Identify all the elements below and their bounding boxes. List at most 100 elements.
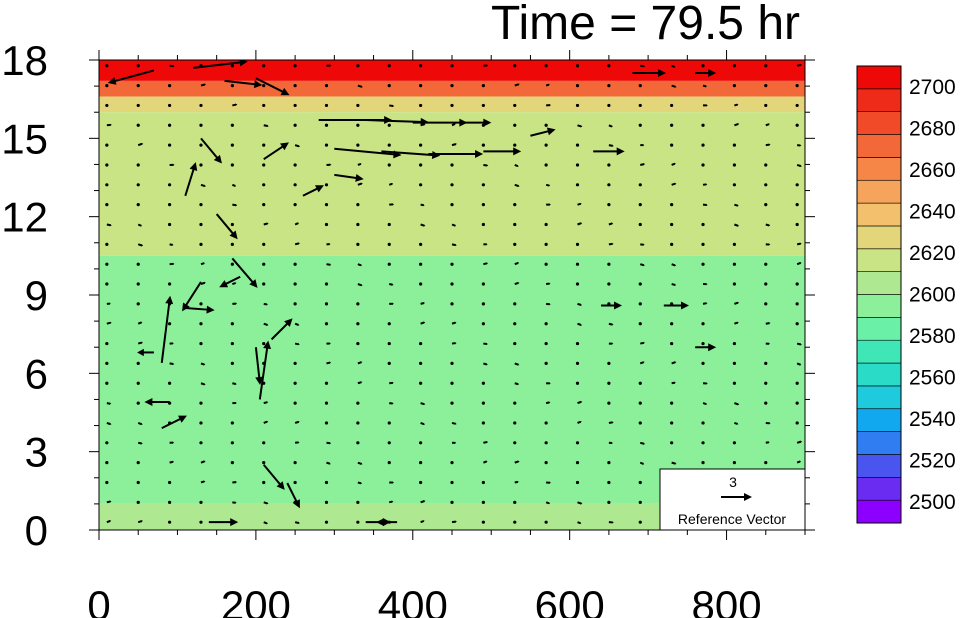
vector-grid-point bbox=[293, 64, 297, 68]
vector-grid-point bbox=[732, 461, 737, 465]
vector-grid-point bbox=[670, 341, 674, 346]
vector-grid-point bbox=[607, 64, 611, 68]
y-tick-label: 9 bbox=[25, 272, 48, 319]
vector-grid-point bbox=[544, 322, 548, 326]
colorbar-swatch bbox=[856, 202, 902, 227]
vector-grid-point bbox=[199, 302, 203, 306]
vector-grid-point bbox=[387, 262, 391, 266]
vector-grid-point bbox=[607, 500, 611, 504]
vector-grid-point bbox=[136, 381, 140, 385]
vector-grid-point bbox=[481, 282, 485, 286]
vector-grid-point bbox=[481, 83, 485, 88]
wind-vectors bbox=[105, 60, 803, 527]
vector-grid-point bbox=[293, 262, 297, 266]
vector-grid-point bbox=[262, 64, 266, 68]
vector-grid-point bbox=[262, 282, 266, 286]
vector-grid-point bbox=[230, 123, 234, 127]
vector-grid-point bbox=[387, 341, 391, 346]
vector-grid-point bbox=[734, 421, 739, 425]
vector-grid-point bbox=[324, 322, 329, 326]
vector-grid-point bbox=[734, 203, 739, 207]
y-tick-label: 0 bbox=[25, 507, 48, 554]
vector-grid-point bbox=[608, 124, 613, 128]
vector-grid-point bbox=[450, 282, 454, 286]
vector-grid-point bbox=[389, 402, 394, 405]
vector-grid-point bbox=[168, 381, 172, 385]
vector-grid-point bbox=[608, 421, 614, 424]
vector-grid-point bbox=[168, 480, 172, 485]
vector-grid-point bbox=[607, 262, 611, 266]
vector-grid-point bbox=[262, 103, 266, 108]
vector-grid-point bbox=[356, 341, 360, 346]
vector-grid-point bbox=[796, 164, 802, 167]
vector-grid-point bbox=[732, 143, 737, 147]
vector-grid-point bbox=[638, 322, 642, 326]
y-tick-label: 18 bbox=[1, 37, 48, 84]
vector-grid-point bbox=[105, 441, 109, 445]
wind-vector bbox=[663, 301, 689, 310]
vector-grid-point bbox=[483, 64, 489, 67]
vector-grid-point bbox=[702, 203, 708, 207]
vector-grid-point bbox=[546, 104, 552, 107]
vector-grid-point bbox=[168, 103, 172, 108]
vector-grid-point bbox=[513, 441, 517, 445]
vector-grid-point bbox=[638, 500, 642, 504]
vector-grid-point bbox=[356, 123, 360, 127]
vector-grid-point bbox=[608, 342, 614, 345]
vector-grid-point bbox=[389, 302, 394, 305]
vector-grid-point bbox=[514, 382, 520, 386]
vector-grid-point bbox=[294, 144, 301, 148]
vector-grid-point bbox=[638, 401, 642, 405]
vector-grid-point bbox=[419, 480, 423, 485]
vector-grid-point bbox=[230, 322, 234, 326]
wind-vector bbox=[459, 118, 492, 127]
vector-grid-point bbox=[734, 321, 739, 325]
vector-grid-point bbox=[796, 440, 803, 444]
vector-grid-point bbox=[387, 143, 391, 147]
vector-grid-point bbox=[575, 282, 580, 286]
field-band bbox=[99, 80, 805, 97]
vector-grid-point bbox=[293, 302, 297, 306]
vector-grid-point bbox=[169, 163, 175, 167]
vector-grid-point bbox=[168, 520, 172, 524]
vector-grid-point bbox=[293, 381, 297, 385]
vector-grid-point bbox=[701, 341, 705, 346]
vector-grid-point bbox=[324, 123, 329, 127]
vector-grid-point bbox=[795, 282, 799, 286]
vector-grid-point bbox=[575, 103, 580, 108]
vector-grid-point bbox=[199, 500, 203, 504]
vector-grid-point bbox=[230, 83, 234, 88]
colorbar-label: 2540 bbox=[909, 408, 956, 431]
vector-grid-point bbox=[701, 421, 705, 425]
vector-grid-point bbox=[546, 382, 551, 385]
vector-grid-point bbox=[607, 282, 611, 286]
vector-grid-point bbox=[764, 163, 768, 167]
vector-grid-point bbox=[734, 223, 740, 227]
vector-grid-point bbox=[638, 123, 642, 127]
vector-grid-point bbox=[389, 203, 395, 206]
vector-grid-point bbox=[231, 183, 237, 187]
colorbar-label: 2620 bbox=[909, 242, 956, 265]
vector-grid-point bbox=[483, 441, 489, 444]
vector-grid-point bbox=[451, 441, 457, 444]
vector-grid-point bbox=[607, 163, 611, 167]
vector-grid-point bbox=[232, 501, 237, 504]
vector-grid-point bbox=[263, 124, 269, 127]
vector-grid-point bbox=[577, 521, 582, 525]
vector-grid-point bbox=[764, 361, 768, 366]
vector-grid-point bbox=[294, 322, 300, 326]
colorbar-swatch bbox=[856, 499, 902, 524]
vector-grid-point bbox=[420, 402, 426, 406]
wind-vector bbox=[231, 257, 258, 288]
vector-grid-point bbox=[136, 361, 140, 366]
vector-grid-point bbox=[262, 441, 266, 445]
vector-grid-point bbox=[795, 381, 799, 385]
wind-vector bbox=[193, 60, 248, 69]
vector-grid-point bbox=[262, 480, 266, 485]
vector-grid-point bbox=[795, 322, 799, 326]
vector-grid-point bbox=[703, 104, 708, 107]
vector-grid-point bbox=[670, 401, 674, 405]
colorbar-swatch bbox=[856, 317, 902, 341]
vector-grid-point bbox=[607, 461, 611, 465]
